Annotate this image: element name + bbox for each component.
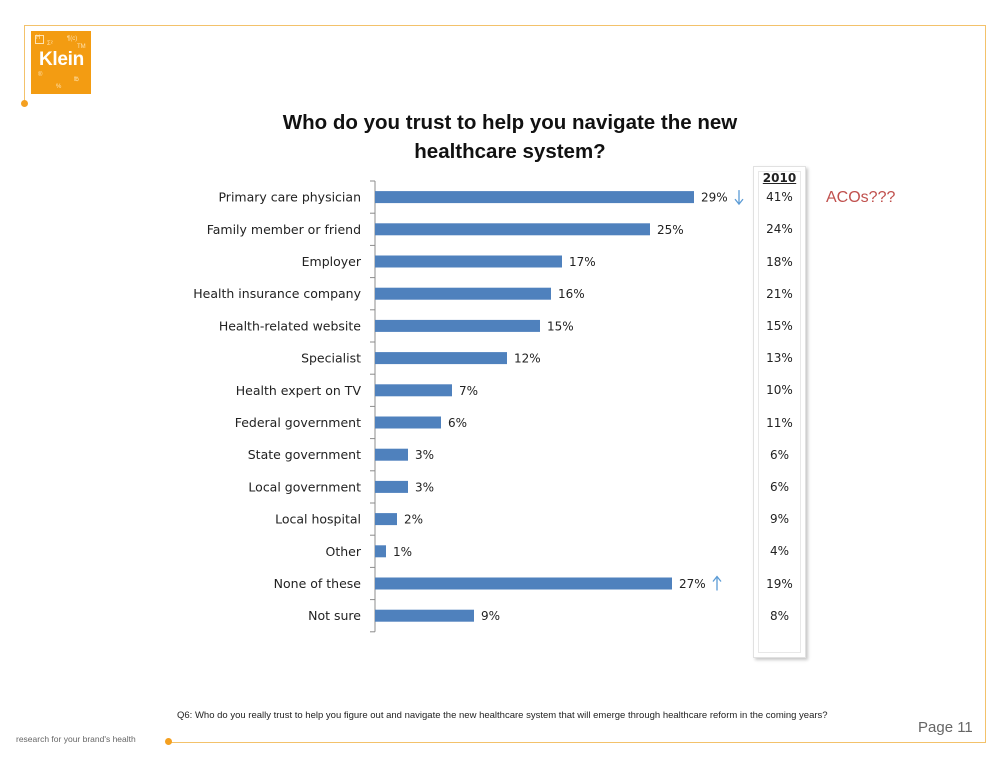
comparison-2010-value: 19% <box>766 576 793 591</box>
comparison-2010-value: 15% <box>766 318 793 333</box>
frame-bottom-line <box>170 742 986 743</box>
bar <box>375 448 408 461</box>
question-footnote: Q6: Who do you really trust to help you … <box>177 710 828 721</box>
category-label: Federal government <box>235 415 361 430</box>
bar-value-label: 27% <box>679 577 706 591</box>
category-label: Health-related website <box>219 318 361 333</box>
trend-up-arrow-icon <box>712 575 722 591</box>
chart-title: Who do you trust to help you navigate th… <box>282 111 738 163</box>
category-label: Other <box>326 544 362 559</box>
comparison-2010-value: 6% <box>769 447 790 462</box>
comparison-2010-inner-frame <box>758 171 801 653</box>
bar-value-label: 3% <box>415 480 434 494</box>
logo-element-box <box>35 35 44 44</box>
category-label: Local government <box>248 479 361 494</box>
bar <box>375 609 474 622</box>
comparison-2010-value: 41% <box>766 190 793 205</box>
bar-value-label: 1% <box>393 545 412 559</box>
comparison-2010-value: 11% <box>766 415 793 430</box>
logo-mini-6: ℔ <box>74 77 79 83</box>
category-label: Local hospital <box>275 512 361 527</box>
comparison-2010-value: 8% <box>769 608 790 623</box>
frame-dot-bottom <box>165 738 172 745</box>
comparison-2010-value: 6% <box>769 479 790 494</box>
comparison-2010-value: 9% <box>769 512 790 527</box>
bar <box>375 545 386 558</box>
bar-value-label: 2% <box>404 513 423 527</box>
acos-note: ACOs??? <box>826 189 896 206</box>
category-label: None of these <box>274 576 362 591</box>
frame-left-line <box>24 25 25 103</box>
bar-value-label: 6% <box>448 416 467 430</box>
comparison-2010-header: 2010 <box>762 171 797 185</box>
bar <box>375 352 507 365</box>
bar-value-label: 12% <box>514 352 541 366</box>
bar <box>375 287 551 300</box>
bar-value-label: 25% <box>657 223 684 237</box>
trend-down-arrow-icon <box>734 190 744 206</box>
comparison-2010-value: 18% <box>766 254 793 269</box>
bar <box>375 513 397 526</box>
category-label: Primary care physician <box>218 190 361 205</box>
bar <box>375 384 452 397</box>
bar <box>375 416 441 429</box>
frame-right-line <box>985 25 986 743</box>
comparison-2010-value: 21% <box>766 286 793 301</box>
bar <box>375 191 694 204</box>
comparison-2010-value: 24% <box>766 222 793 237</box>
page-number: Page 11 <box>918 719 973 736</box>
comparison-2010-value: 4% <box>769 544 790 559</box>
category-label: Employer <box>302 254 362 269</box>
category-label: Health expert on TV <box>236 383 362 398</box>
bar <box>375 223 650 236</box>
bar <box>375 255 562 268</box>
bar-value-label: 9% <box>481 609 500 623</box>
bar-value-label: 29% <box>701 191 728 205</box>
bar-value-label: 15% <box>547 319 574 333</box>
bar-value-label: 16% <box>558 287 585 301</box>
logo-mini-0: H <box>36 35 41 41</box>
bar <box>375 319 540 332</box>
logo-mini-1: Σ² <box>47 41 53 47</box>
logo-wordmark: Klein <box>39 49 84 70</box>
category-label: Family member or friend <box>207 222 361 237</box>
category-label: Not sure <box>308 608 361 623</box>
bar <box>375 480 408 493</box>
bar-value-label: 3% <box>415 448 434 462</box>
category-label: State government <box>248 447 361 462</box>
logo-mini-3: TM <box>77 44 86 50</box>
bar <box>375 577 672 590</box>
comparison-2010-panel: 2010 41% 24% 18% 21% 15% 13% 10% 11% 6% 6% 9% 4% 19%… <box>753 166 806 658</box>
frame-dot-left <box>21 100 28 107</box>
bar-value-label: 7% <box>459 384 478 398</box>
klein-logo: H Σ² ¶(c) TM ® % ℔ Klein <box>31 31 91 94</box>
category-label: Health insurance company <box>193 286 361 301</box>
logo-mini-5: % <box>56 84 62 90</box>
logo-mini-4: ® <box>38 72 43 78</box>
logo-mini-2: ¶(c) <box>67 36 78 42</box>
bar-value-label: 17% <box>569 255 596 269</box>
frame-top-line <box>24 25 986 26</box>
comparison-2010-value: 13% <box>766 351 793 366</box>
comparison-2010-value: 10% <box>766 383 793 398</box>
category-label: Specialist <box>301 351 361 366</box>
tagline: research for your brand's health <box>16 734 136 744</box>
